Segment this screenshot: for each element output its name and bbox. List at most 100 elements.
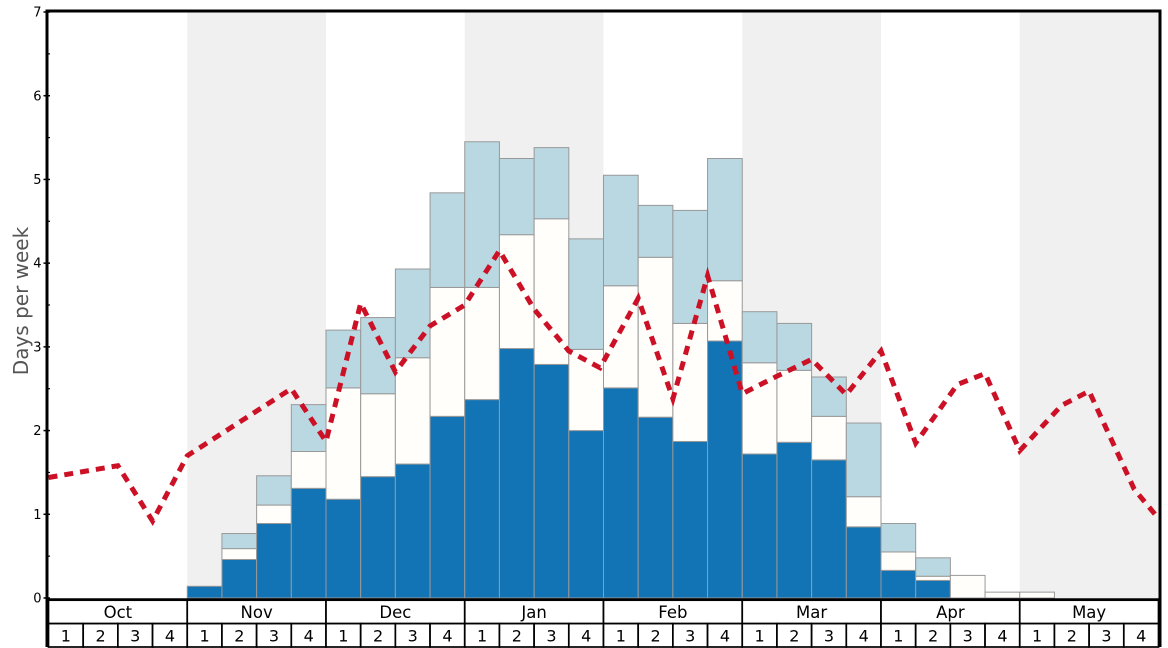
month-label: Oct bbox=[104, 603, 133, 622]
bar-segment-dark-blue-bottom bbox=[672, 440, 709, 599]
bar-segment-dark-blue-bottom bbox=[880, 569, 917, 599]
week-label: 3 bbox=[685, 627, 695, 646]
bar-segment-white-middle bbox=[256, 504, 292, 524]
week-label: 1 bbox=[338, 627, 348, 646]
bar-segment-light-blue-top bbox=[533, 147, 570, 220]
bar-segment-dark-blue-bottom bbox=[256, 522, 292, 599]
week-label: 4 bbox=[1136, 627, 1146, 646]
bar-segment-white-middle bbox=[360, 393, 396, 478]
bar-segment-dark-blue-bottom bbox=[915, 579, 951, 599]
bar-segment-light-blue-top bbox=[880, 522, 917, 553]
week-label: 4 bbox=[859, 627, 869, 646]
bar-segment-dark-blue-bottom bbox=[498, 348, 535, 599]
y-tick-label: 2 bbox=[33, 424, 41, 439]
bar-segment-light-blue-top bbox=[221, 533, 258, 550]
week-label: 4 bbox=[442, 627, 452, 646]
bar-segment-dark-blue-bottom bbox=[603, 387, 639, 599]
week-label: 4 bbox=[304, 627, 314, 646]
bar-segment-light-blue-top bbox=[707, 158, 743, 282]
bar-segment-dark-blue-bottom bbox=[394, 463, 431, 599]
week-label: 1 bbox=[200, 627, 210, 646]
month-label: May bbox=[1072, 603, 1106, 622]
y-tick-label: 5 bbox=[33, 173, 41, 188]
bar-segment-light-blue-top bbox=[568, 238, 604, 350]
bar-segment-light-blue-top bbox=[464, 141, 500, 288]
bar-segment-dark-blue-bottom bbox=[221, 558, 258, 599]
bar-segment-white-middle bbox=[221, 548, 258, 560]
month-label: Apr bbox=[936, 603, 965, 622]
bar-segment-white-middle bbox=[464, 286, 500, 401]
y-tick-label: 0 bbox=[33, 592, 41, 607]
y-tick-label: 4 bbox=[33, 257, 41, 272]
week-label: 2 bbox=[928, 627, 938, 646]
bar-segment-light-blue-top bbox=[672, 209, 709, 324]
bar-segment-light-blue-top bbox=[603, 174, 639, 287]
bar-segment-white-middle bbox=[984, 591, 1021, 599]
bar-segment-white-middle bbox=[811, 415, 847, 461]
bar-segment-white-middle bbox=[325, 387, 362, 500]
week-label: 3 bbox=[408, 627, 418, 646]
bar-segment-white-middle bbox=[603, 285, 639, 389]
week-label: 4 bbox=[581, 627, 591, 646]
week-label: 3 bbox=[546, 627, 556, 646]
bar-segment-white-middle bbox=[776, 369, 813, 443]
week-label: 3 bbox=[130, 627, 140, 646]
bar-segment-white-middle bbox=[915, 575, 951, 581]
week-label: 1 bbox=[616, 627, 626, 646]
bar-segment-dark-blue-bottom bbox=[429, 415, 466, 599]
week-label: 1 bbox=[477, 627, 487, 646]
bar-segment-dark-blue-bottom bbox=[637, 416, 674, 599]
bar-segment-dark-blue-bottom bbox=[533, 363, 570, 599]
bar-segment-dark-blue-bottom bbox=[290, 487, 327, 599]
bar-segment-light-blue-top bbox=[811, 376, 847, 417]
bar-segment-dark-blue-bottom bbox=[741, 453, 778, 599]
bar-segment-dark-blue-bottom bbox=[186, 585, 223, 599]
bar-segment-dark-blue-bottom bbox=[707, 340, 743, 599]
week-label: 2 bbox=[789, 627, 799, 646]
bar-segment-light-blue-top bbox=[394, 268, 431, 359]
bar-segment-light-blue-top bbox=[256, 475, 292, 506]
week-label: 1 bbox=[893, 627, 903, 646]
bar-segment-dark-blue-bottom bbox=[811, 459, 847, 599]
month-label: Nov bbox=[241, 603, 273, 622]
bar-segment-white-middle bbox=[880, 551, 917, 571]
bar-segment-light-blue-top bbox=[360, 317, 396, 395]
bar-segment-white-middle bbox=[741, 362, 778, 455]
month-label: Dec bbox=[379, 603, 411, 622]
bar-segment-white-middle bbox=[637, 256, 674, 418]
week-label: 3 bbox=[824, 627, 834, 646]
bar-segment-white-middle bbox=[290, 451, 327, 489]
week-label: 3 bbox=[269, 627, 279, 646]
bar-segment-dark-blue-bottom bbox=[845, 526, 882, 599]
month-label: Feb bbox=[658, 603, 687, 622]
month-label: Mar bbox=[796, 603, 827, 622]
week-label: 2 bbox=[512, 627, 522, 646]
shaded-month-band-may bbox=[1019, 12, 1159, 598]
bar-segment-light-blue-top bbox=[637, 204, 674, 258]
bar-segment-light-blue-top bbox=[915, 557, 951, 577]
week-label: 4 bbox=[720, 627, 730, 646]
bar-segment-white-middle bbox=[845, 496, 882, 528]
y-tick-label: 7 bbox=[33, 6, 41, 21]
bar-segment-white-middle bbox=[394, 357, 431, 465]
bar-segment-white-middle bbox=[949, 574, 986, 599]
week-label: 2 bbox=[95, 627, 105, 646]
week-label: 4 bbox=[997, 627, 1007, 646]
bar-segment-dark-blue-bottom bbox=[464, 399, 500, 599]
bar-segment-light-blue-top bbox=[325, 329, 362, 389]
y-tick-label: 6 bbox=[33, 89, 41, 104]
bar-segment-white-middle bbox=[498, 234, 535, 350]
red-dashed-line bbox=[48, 245, 1161, 526]
week-label: 4 bbox=[165, 627, 175, 646]
y-tick-label: 3 bbox=[33, 340, 41, 355]
week-label: 1 bbox=[755, 627, 765, 646]
week-label: 2 bbox=[373, 627, 383, 646]
bar-segment-dark-blue-bottom bbox=[325, 498, 362, 599]
bar-segment-dark-blue-bottom bbox=[776, 441, 813, 599]
week-label: 1 bbox=[1032, 627, 1042, 646]
week-label: 1 bbox=[61, 627, 71, 646]
week-label: 3 bbox=[963, 627, 973, 646]
week-cell bbox=[1122, 622, 1160, 648]
